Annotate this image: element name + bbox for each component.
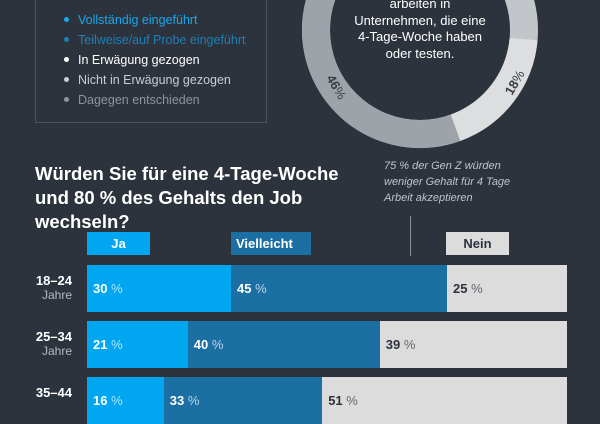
- bar-ja: 16 %: [87, 377, 164, 424]
- data-label: 39: [385, 337, 401, 352]
- bullet-icon: [64, 97, 69, 103]
- percent-sign: %: [211, 337, 224, 352]
- bar-ja: 21 %: [87, 321, 188, 368]
- age-group-label: 35–44: [35, 385, 72, 400]
- donut-segment-46: [302, 0, 461, 148]
- bar-nein: 25 %: [447, 265, 567, 312]
- data-label: 21: [93, 337, 108, 352]
- bar-vielleicht: 33 %: [163, 377, 323, 424]
- donut-segment-18: [450, 37, 538, 141]
- data-label: 51: [328, 393, 343, 408]
- legend-label: In Erwägung gezogen: [78, 53, 200, 67]
- percent-sign: %: [187, 393, 200, 408]
- legend-item: In Erwägung gezogen: [64, 53, 200, 67]
- legend-label: Teilweise/auf Probe eingeführt: [78, 33, 246, 47]
- bar-vielleicht: 40 %: [187, 321, 380, 368]
- bullet-icon: [64, 77, 69, 83]
- bullet-icon: [64, 17, 69, 23]
- annotation-line: [410, 216, 411, 256]
- data-label: 25: [453, 281, 468, 296]
- bullet-icon: [64, 57, 69, 63]
- annotation-text: 75 % der Gen Z würden weniger Gehalt für…: [384, 160, 511, 204]
- legend-box: Vollständig eingeführt Teilweise/auf Prob…: [35, 0, 267, 123]
- legend-ja: Ja: [87, 232, 150, 255]
- percent-sign: %: [346, 393, 358, 408]
- data-label: 40: [193, 337, 209, 352]
- data-label: 30: [93, 281, 108, 296]
- age-group-label: 25–34 Jahre: [35, 329, 72, 358]
- bar-nein: 39 %: [379, 321, 567, 368]
- bar-row: 30 % 45 % 25 %: [87, 265, 567, 312]
- percent-sign: %: [403, 337, 416, 352]
- bar-row: 21 % 40 % 39 %: [87, 321, 567, 368]
- legend-vielleicht: Vielleicht: [231, 232, 311, 255]
- age-group-label: 18–24 Jahre: [35, 273, 72, 302]
- percent-sign: %: [111, 393, 123, 408]
- legend-item: Dagegen entschieden: [64, 93, 200, 107]
- donut-chart: 46% 18%: [302, 0, 538, 148]
- donut-text-line: oder testen.: [385, 45, 455, 61]
- legend-nein: Nein: [446, 232, 509, 255]
- legend-label: Vollständig eingeführt: [78, 13, 198, 27]
- data-label: 16: [93, 393, 108, 408]
- percent-sign: %: [255, 281, 267, 296]
- donut-text-line: Unternehmen, die eine: [354, 12, 486, 28]
- bullet-icon: [64, 37, 69, 43]
- donut-text-line: arbeiten in: [389, 0, 451, 11]
- bar-nein: 51 %: [322, 377, 567, 424]
- legend-label: Nicht in Erwägung gezogen: [78, 73, 231, 87]
- percent-sign: %: [111, 337, 123, 352]
- legend-item: Vollständig eingeführt: [64, 13, 198, 27]
- bar-row: 16 % 33 % 51 %: [87, 377, 567, 424]
- percent-sign: %: [111, 281, 123, 296]
- legend-item: Nicht in Erwägung gezogen: [64, 73, 231, 87]
- bar-vielleicht: 45 %: [231, 265, 447, 312]
- donut-center-text: arbeiten in Unternehmen, die eine 4-Tage…: [330, 0, 510, 62]
- chart-title: Würden Sie für eine 4-Tage-Woche und 80 …: [35, 163, 339, 232]
- data-label: 45: [237, 281, 252, 296]
- bar-ja: 30 %: [87, 265, 231, 312]
- data-label: 33: [169, 393, 185, 408]
- legend-label: Dagegen entschieden: [78, 93, 200, 107]
- percent-sign: %: [471, 281, 483, 296]
- legend-item: Teilweise/auf Probe eingeführt: [64, 33, 245, 47]
- donut-text-line: 4-Tage-Woche haben: [357, 29, 483, 44]
